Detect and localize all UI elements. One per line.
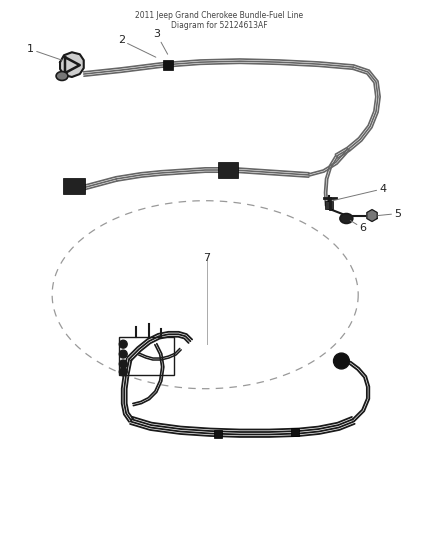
Text: 1: 1 bbox=[27, 44, 62, 60]
Text: 2011 Jeep Grand Cherokee Bundle-Fuel Line
Diagram for 52124613AF: 2011 Jeep Grand Cherokee Bundle-Fuel Lin… bbox=[135, 11, 303, 30]
Polygon shape bbox=[60, 52, 84, 77]
Text: 4: 4 bbox=[332, 184, 386, 201]
Bar bbox=[291, 429, 299, 436]
Bar bbox=[214, 430, 222, 438]
Bar bbox=[63, 178, 85, 194]
Circle shape bbox=[119, 340, 127, 348]
Bar bbox=[119, 337, 173, 375]
Circle shape bbox=[119, 368, 127, 376]
Text: 6: 6 bbox=[350, 221, 367, 233]
Text: 3: 3 bbox=[153, 29, 168, 54]
Bar bbox=[218, 162, 238, 178]
Text: 5: 5 bbox=[378, 208, 401, 219]
Ellipse shape bbox=[340, 214, 353, 223]
Bar bbox=[325, 201, 332, 208]
Text: 2: 2 bbox=[118, 35, 156, 57]
Text: 7: 7 bbox=[204, 253, 211, 263]
Circle shape bbox=[333, 353, 350, 369]
Bar bbox=[163, 60, 173, 70]
Circle shape bbox=[119, 350, 127, 358]
Polygon shape bbox=[367, 209, 377, 222]
Circle shape bbox=[119, 360, 127, 368]
Ellipse shape bbox=[56, 71, 68, 80]
